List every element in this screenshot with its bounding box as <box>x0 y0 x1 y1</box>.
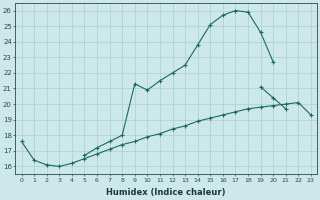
X-axis label: Humidex (Indice chaleur): Humidex (Indice chaleur) <box>107 188 226 197</box>
